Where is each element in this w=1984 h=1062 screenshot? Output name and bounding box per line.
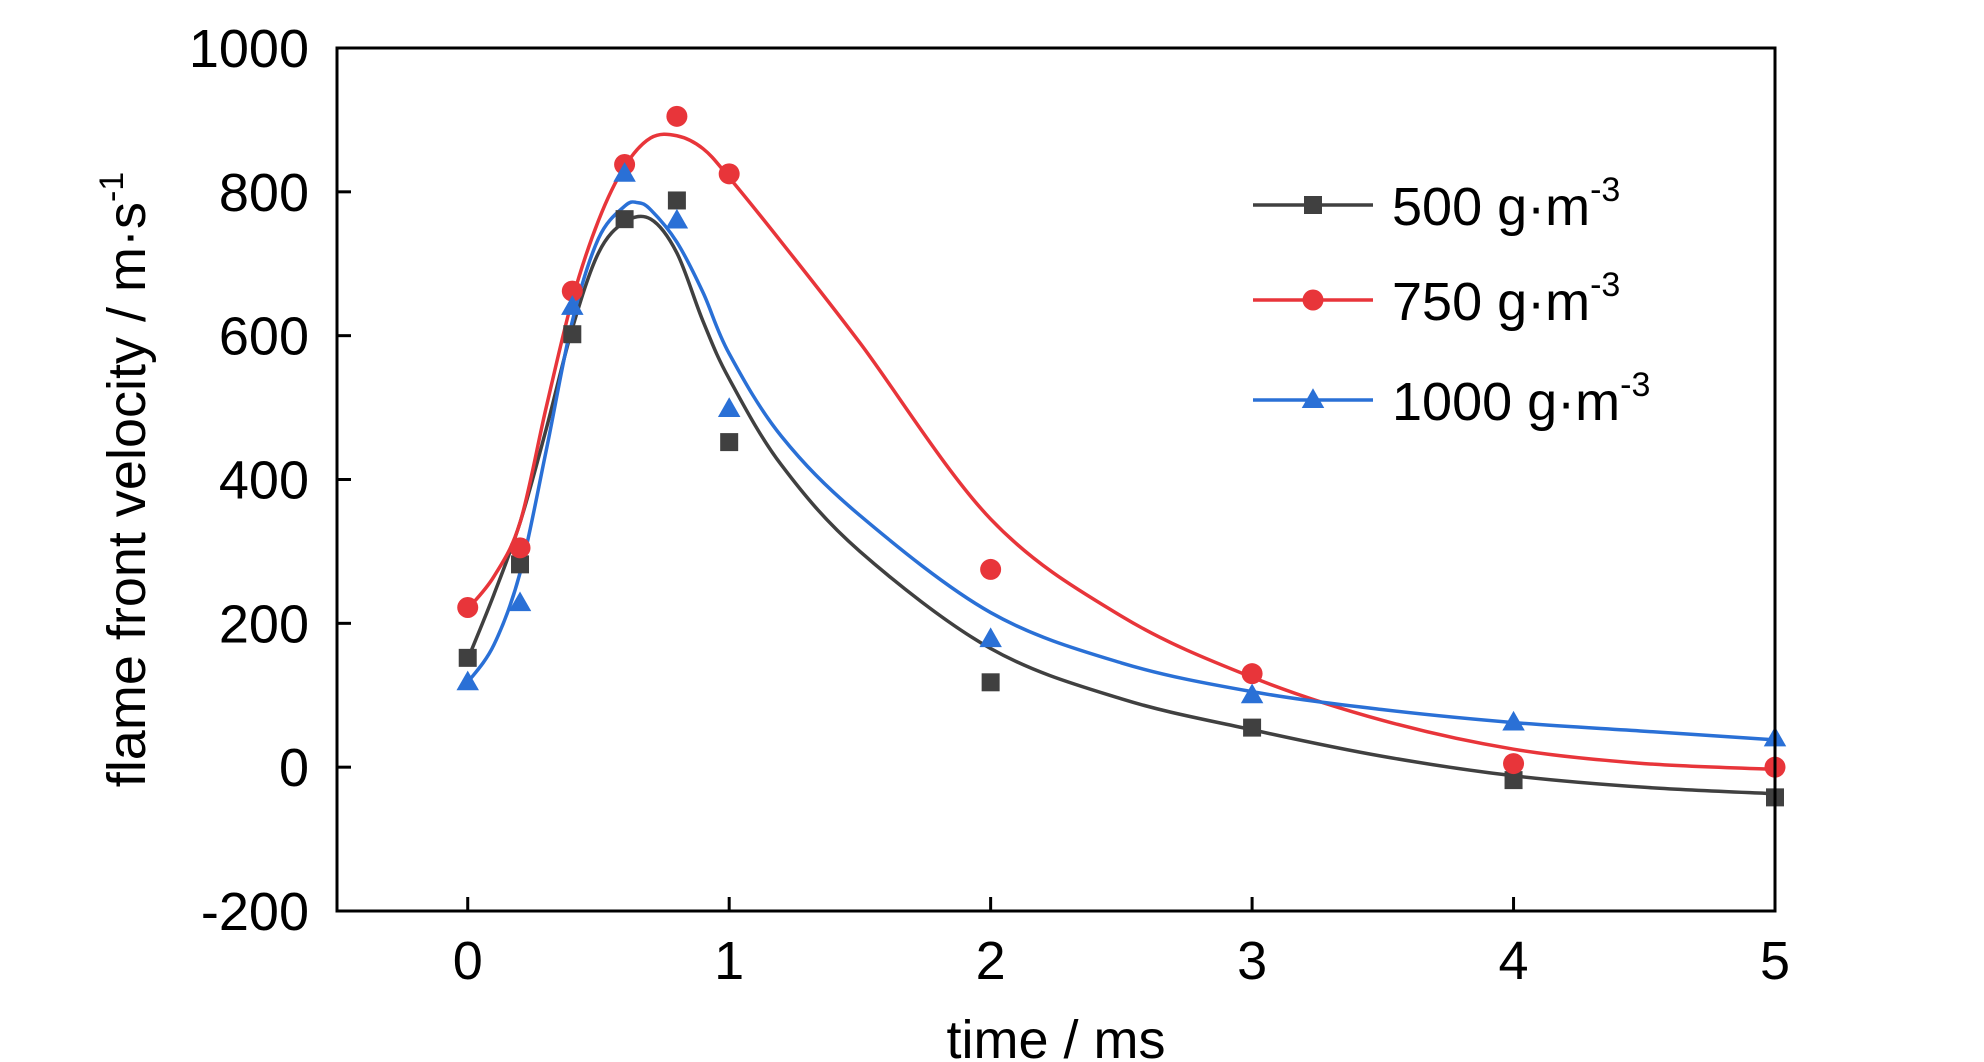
fit-curve-series-1 — [466, 214, 1776, 796]
data-point-series-2 — [509, 537, 531, 559]
data-point-series-2 — [561, 280, 583, 302]
data-point-series-1 — [981, 673, 1000, 692]
data-point-series-2 — [1241, 663, 1263, 685]
x-tick-label: 3 — [1237, 931, 1267, 991]
fit-curve-series-2 — [466, 132, 1776, 772]
data-point-series-1 — [563, 325, 582, 344]
y-tick-label: 200 — [219, 594, 309, 654]
data-point-series-2 — [666, 105, 688, 127]
data-point-series-3 — [665, 208, 689, 229]
legend-marker-series-2 — [1302, 289, 1324, 311]
data-point-series-1 — [458, 648, 477, 667]
y-axis-label: flame front velocity / m·s-1 — [93, 172, 157, 787]
y-tick-label: 400 — [219, 451, 309, 511]
x-tick-label: 4 — [1499, 931, 1529, 991]
data-point-series-3 — [508, 591, 532, 612]
x-axis-ticks: 0 1 2 3 4 5 — [453, 897, 1790, 991]
data-point-series-1 — [667, 191, 686, 210]
data-point-series-1 — [1504, 771, 1523, 790]
fit-curve-series-3 — [466, 200, 1776, 742]
y-axis-label-superscript: -1 — [93, 172, 131, 202]
data-point-series-3 — [717, 397, 741, 417]
legend-marker-series-1 — [1304, 196, 1322, 214]
data-point-series-3 — [561, 295, 584, 315]
x-tick-label: 0 — [453, 931, 483, 991]
data-point-series-2 — [980, 558, 1002, 580]
y-tick-label: 800 — [219, 163, 309, 223]
data-point-series-1 — [615, 210, 634, 229]
data-point-series-2 — [457, 597, 479, 619]
fit-curves — [466, 132, 1776, 796]
data-point-series-3 — [1502, 710, 1525, 731]
legend: 500 g·m-3 750 g·m-3 1000 g·m-3 — [1253, 171, 1650, 432]
data-point-series-3 — [979, 627, 1002, 648]
y-axis-ticks: -200 0 200 400 600 800 1000 — [189, 19, 351, 942]
legend-label-series-3: 1000 g·m-3 — [1392, 366, 1650, 432]
y-tick-label: -200 — [201, 882, 309, 942]
data-markers — [456, 105, 1787, 807]
legend-label-series-1: 500 g·m-3 — [1392, 171, 1620, 237]
data-point-series-3 — [1240, 683, 1264, 704]
data-point-series-3 — [613, 162, 636, 182]
data-point-series-2 — [1503, 753, 1525, 775]
y-axis-label-text: flame front velocity / m·s — [97, 202, 157, 787]
legend-marker-series-3 — [1301, 388, 1325, 408]
legend-label-series-2: 750 g·m-3 — [1392, 266, 1620, 332]
data-point-series-1 — [511, 555, 530, 574]
y-tick-label: 600 — [219, 307, 309, 367]
data-point-series-1 — [720, 433, 739, 452]
data-point-series-3 — [456, 670, 479, 691]
x-axis-label: time / ms — [946, 1010, 1165, 1062]
y-tick-label: 0 — [279, 738, 309, 798]
x-tick-label: 5 — [1760, 931, 1790, 991]
data-point-series-1 — [1243, 718, 1262, 737]
x-tick-label: 2 — [976, 931, 1006, 991]
x-tick-label: 1 — [714, 931, 744, 991]
y-tick-label: 1000 — [189, 19, 309, 79]
data-point-series-2 — [718, 163, 740, 185]
